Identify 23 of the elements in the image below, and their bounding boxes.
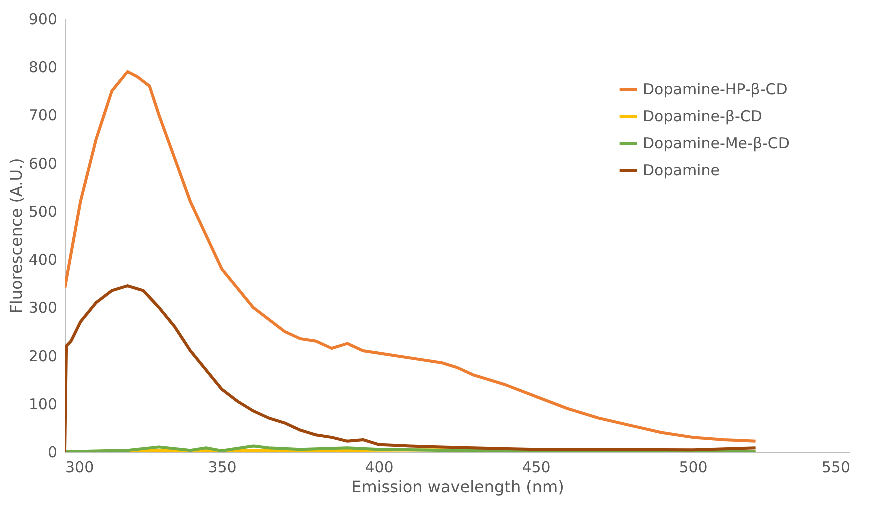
y-tick-label: 300 [28,299,58,318]
x-tick-label: 350 [208,458,237,476]
line-series [65,284,758,452]
y-tick-label: 700 [28,106,58,125]
x-tick-label: 300 [66,458,94,476]
legend-label: Dopamine-HP-β-CD [643,80,788,98]
y-axis-title: Fluorescence (A.U.) [6,158,26,314]
x-tick-label: 500 [679,458,708,476]
legend-label: Dopamine-β-CD [643,108,762,126]
y-tick-label: 400 [28,251,58,270]
y-tick-label: 0 [48,444,58,462]
x-tick-label: 450 [522,458,551,476]
legend-label: Dopamine-Me-β-CD [643,134,790,152]
legend-label: Dopamine [643,162,720,180]
y-tick-label: 100 [28,395,58,414]
y-tick-label: 900 [28,10,58,28]
y-tick-label: 800 [28,58,58,77]
y-tick-label: 200 [28,347,58,366]
y-tick-label: 600 [28,154,58,173]
x-tick-label: 550 [822,458,850,476]
y-tick-label: 500 [28,202,58,221]
x-tick-label: 400 [365,458,394,476]
x-axis-title: Emission wavelength (nm) [352,478,564,496]
